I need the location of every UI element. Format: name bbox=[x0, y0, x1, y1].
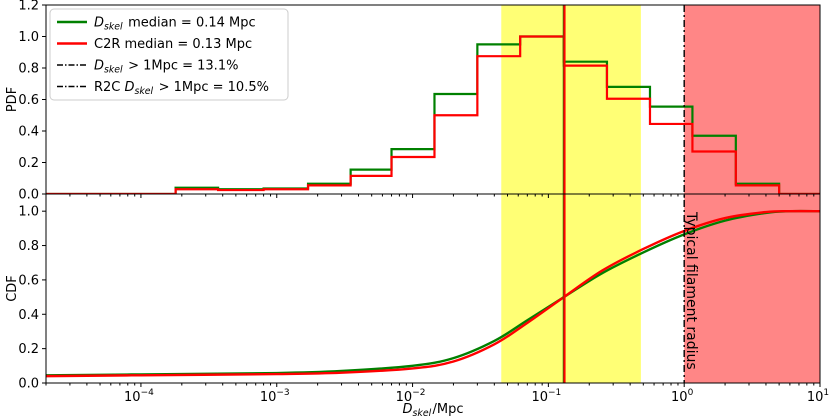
cdf-panel bbox=[46, 209, 820, 378]
cdf-ytick-label: 1.0 bbox=[18, 205, 39, 220]
cdf-ytick-label: 0.2 bbox=[18, 342, 39, 357]
pdf-ytick-label: 0.4 bbox=[18, 125, 39, 140]
filament-radius-annotation: Typical filament radius bbox=[683, 211, 699, 370]
cdf-ytick-label: 0.0 bbox=[18, 377, 39, 392]
xtick-label: 100 bbox=[671, 388, 694, 405]
cdf-ytick-label: 0.6 bbox=[18, 273, 39, 288]
pdf-ytick-label: 1.0 bbox=[18, 30, 39, 45]
legend-entry-0: Dskel median = 0.14 Mpc bbox=[94, 16, 256, 33]
pdf-ytick-label: 0.2 bbox=[18, 156, 39, 171]
axes: 0.0 0.2 0.4 0.6 0.8 1.0 1.2 0.0 0.2 0.4 0.6 0.8 1.0 1… bbox=[5, 0, 829, 418]
xlabel: Dskel /Mpc bbox=[403, 402, 464, 418]
legend-entry-1: C2R median = 0.13 Mpc bbox=[94, 37, 252, 52]
legend-box bbox=[49, 8, 289, 101]
cdf-ylabel: CDF bbox=[5, 275, 20, 302]
legend: Dskel median = 0.14 Mpc C2R median = 0.13… bbox=[49, 8, 289, 101]
xtick-label: 10−1 bbox=[531, 388, 561, 405]
cdf-ytick-label: 0.8 bbox=[18, 239, 39, 254]
pdf-ylabel: PDF bbox=[5, 87, 20, 112]
xtick-label: 10−2 bbox=[396, 388, 426, 405]
xtick-label: 10−3 bbox=[260, 388, 290, 405]
xtick-label: 10−4 bbox=[124, 388, 154, 405]
legend-entry-2: Dskel > 1Mpc = 13.1% bbox=[94, 59, 238, 76]
cdf-curve-1 bbox=[46, 209, 820, 378]
pdf-ytick-label: 1.2 bbox=[18, 0, 39, 14]
pdf-ytick-label: 0.6 bbox=[18, 93, 39, 108]
pdf-ytick-label: 0.0 bbox=[18, 188, 39, 203]
legend-entry-3: R2C Dskel > 1Mpc = 10.5% bbox=[94, 80, 269, 97]
xtick-label: 101 bbox=[807, 388, 829, 405]
pdf-histogram-1 bbox=[46, 35, 820, 194]
cdf-ytick-label: 0.4 bbox=[18, 308, 39, 323]
pdf-panel bbox=[46, 35, 820, 194]
cdf-axes-frame bbox=[45, 193, 821, 384]
pdf-ytick-label: 0.8 bbox=[18, 62, 39, 77]
